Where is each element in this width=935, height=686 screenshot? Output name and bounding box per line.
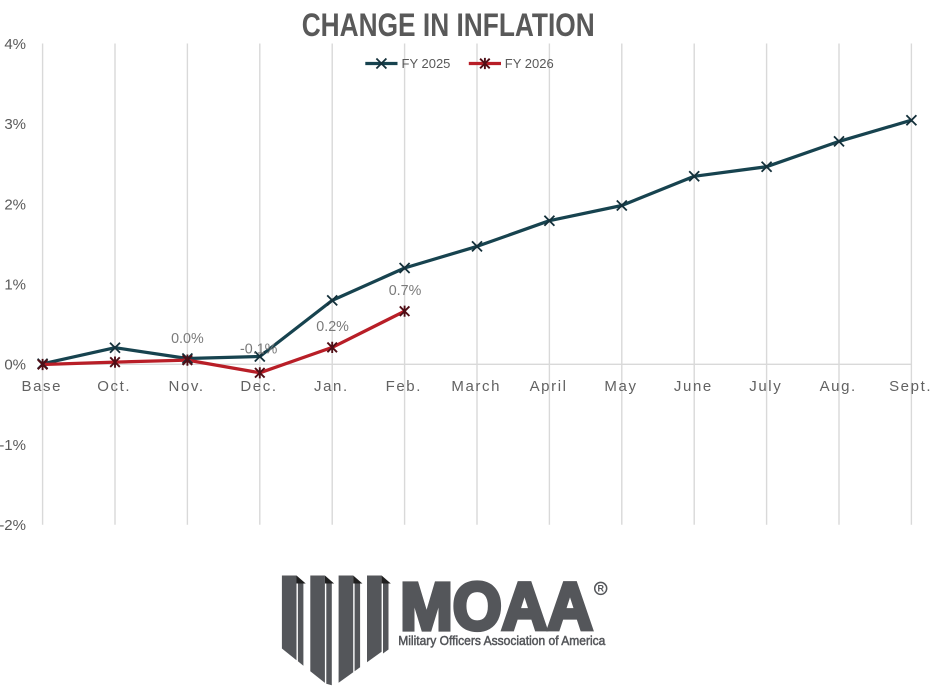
svg-text:May: May	[604, 378, 637, 395]
svg-text:4%: 4%	[4, 36, 26, 53]
svg-text:2%: 2%	[4, 196, 26, 213]
svg-text:April: April	[530, 378, 568, 395]
svg-text:June: June	[674, 378, 713, 395]
svg-text:March: March	[451, 378, 501, 395]
svg-text:Military Officers Association: Military Officers Association of America	[398, 633, 606, 648]
svg-text:MOAA: MOAA	[400, 570, 593, 645]
svg-text:R: R	[597, 584, 604, 594]
svg-text:Base: Base	[22, 378, 63, 395]
svg-text:-0.1%: -0.1%	[240, 342, 278, 358]
svg-text:-2%: -2%	[0, 517, 26, 534]
svg-text:FY 2026: FY 2026	[505, 56, 554, 71]
svg-text:Jan.: Jan.	[314, 378, 349, 395]
svg-text:-1%: -1%	[0, 437, 26, 454]
svg-text:0.7%: 0.7%	[389, 283, 422, 299]
svg-text:0.2%: 0.2%	[316, 319, 349, 335]
svg-text:3%: 3%	[4, 116, 26, 133]
svg-text:Nov.: Nov.	[169, 378, 205, 395]
svg-text:Oct.: Oct.	[97, 378, 131, 395]
svg-text:CHANGE IN INFLATION: CHANGE IN INFLATION	[302, 7, 595, 43]
svg-text:1%: 1%	[4, 277, 26, 294]
svg-text:Feb.: Feb.	[386, 378, 422, 395]
svg-text:0.0%: 0.0%	[171, 331, 204, 347]
svg-text:Dec.: Dec.	[240, 378, 277, 395]
svg-text:0%: 0%	[4, 357, 26, 374]
svg-text:Aug.: Aug.	[820, 378, 857, 395]
svg-text:July: July	[749, 378, 782, 395]
svg-text:Sept.: Sept.	[889, 378, 932, 395]
svg-text:FY 2025: FY 2025	[402, 56, 451, 71]
